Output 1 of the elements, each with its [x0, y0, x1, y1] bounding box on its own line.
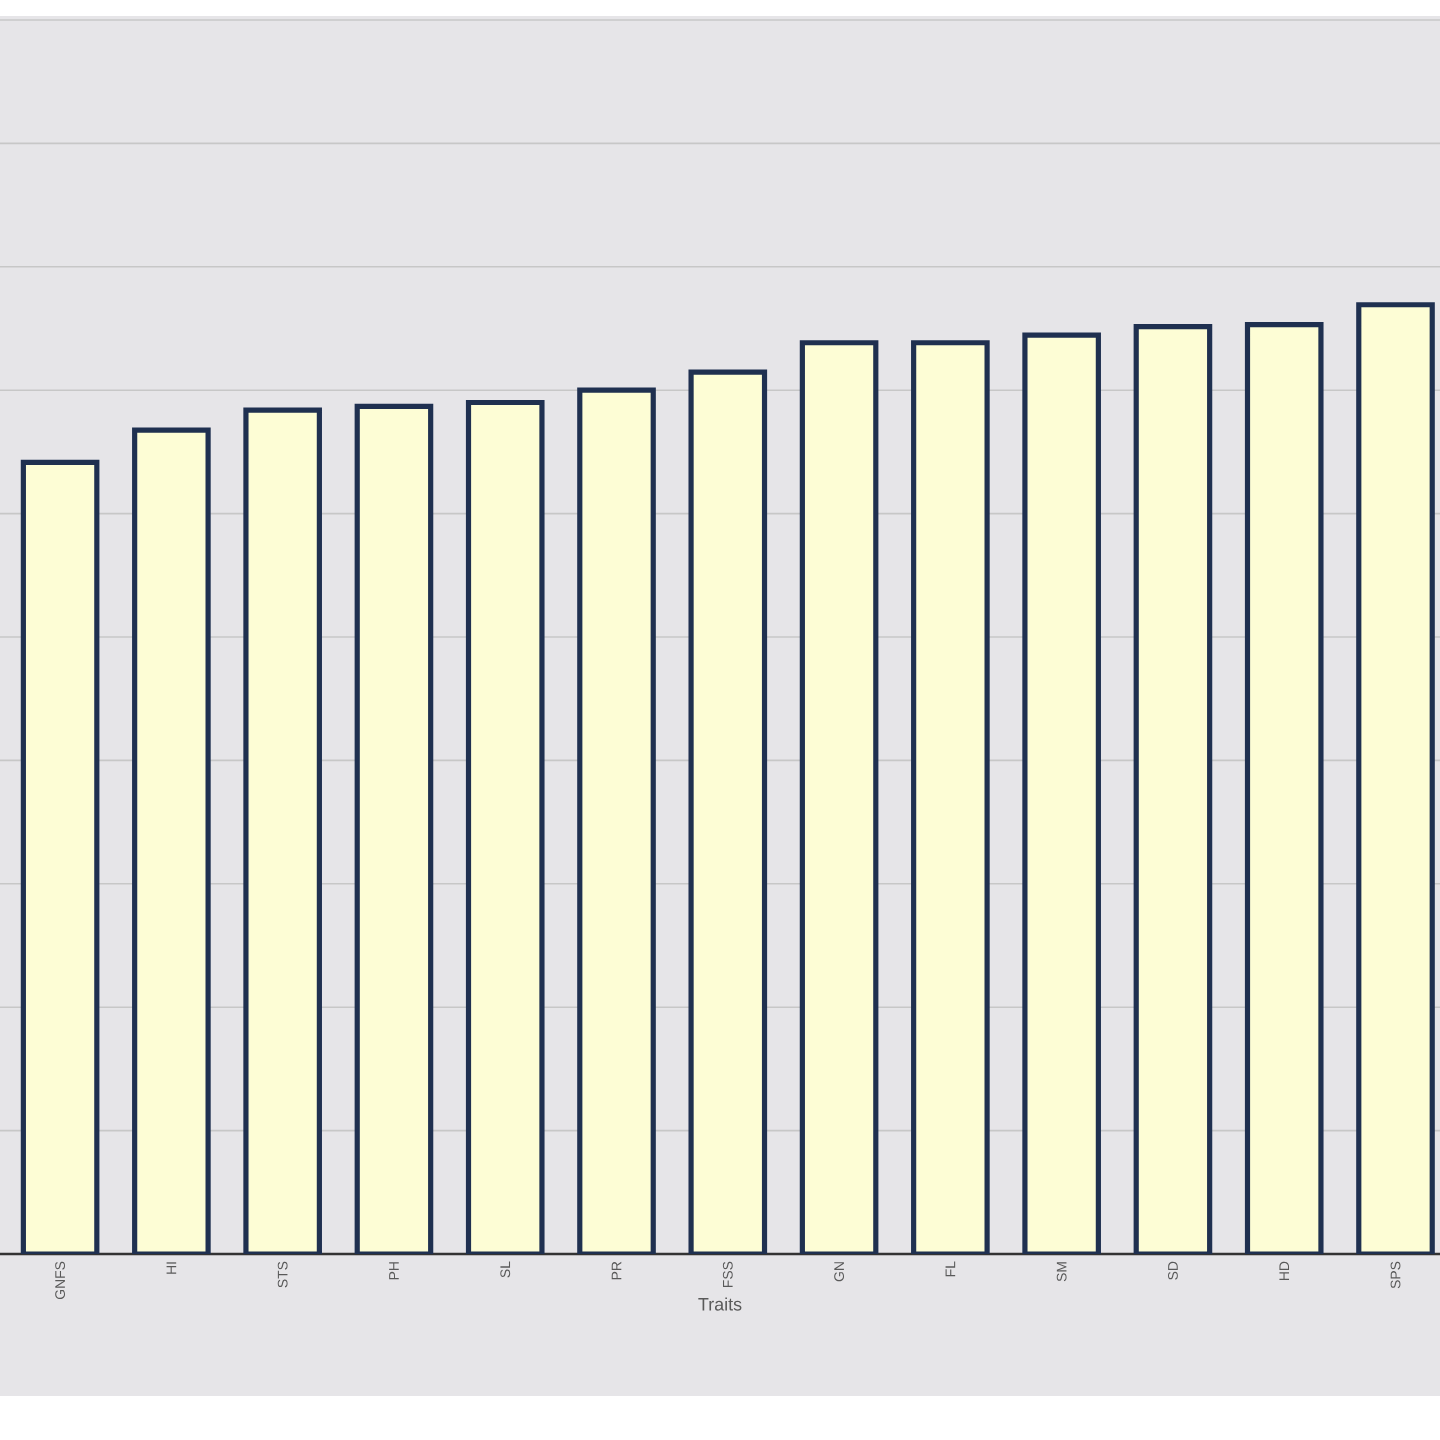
x-axis-title: Traits: [698, 1297, 742, 1311]
